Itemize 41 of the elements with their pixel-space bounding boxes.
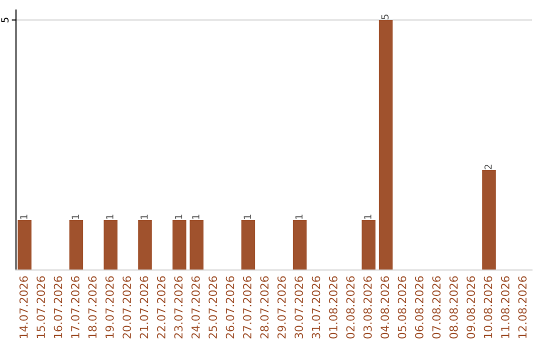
x-tick-label: 22.07.2026: [157, 276, 166, 338]
x-tick-label: 24.07.2026: [191, 276, 200, 338]
x-tick-label: 29.07.2026: [277, 276, 286, 338]
x-tick-label: 04.08.2026: [380, 276, 390, 338]
x-tick-label: 03.08.2026: [363, 276, 372, 338]
x-tick-label: 10.08.2026: [484, 276, 492, 338]
data-label: 1: [295, 214, 302, 219]
data-label: 1: [192, 214, 200, 219]
x-tick-label: 16.07.2026: [54, 276, 62, 338]
x-tick-label: 14.07.2026: [19, 276, 28, 338]
data-label: 1: [72, 214, 79, 219]
x-tick-label: 19.07.2026: [105, 276, 114, 338]
data-label: 2: [484, 164, 492, 170]
data-label: 1: [140, 214, 148, 219]
data-label: 1: [364, 214, 372, 219]
data-label: 1: [106, 214, 114, 219]
x-tick-label: 30.07.2026: [294, 276, 304, 338]
x-tick-label: 15.07.2026: [36, 276, 46, 338]
x-tick-label: 05.08.2026: [398, 276, 406, 338]
data-label: 5: [381, 14, 389, 20]
x-tick-label: 07.08.2026: [432, 276, 441, 338]
x-tick-label: 23.07.2026: [174, 276, 183, 338]
data-label: 1: [174, 214, 182, 219]
data-label: 1: [20, 214, 28, 219]
x-tick-label: 20.07.2026: [122, 276, 132, 338]
x-tick-label: 26.07.2026: [226, 276, 234, 338]
x-tick-label: 11.08.2026: [501, 276, 510, 338]
x-tick-label: 01.08.2026: [329, 276, 338, 338]
data-label: 1: [244, 214, 251, 219]
x-tick-label: 21.07.2026: [140, 276, 148, 338]
x-tick-label: 09.08.2026: [466, 276, 476, 338]
x-tick-label: 27.07.2026: [243, 276, 252, 338]
x-tick-label: 12.08.2026: [518, 276, 527, 338]
x-tick-label: 31.07.2026: [312, 276, 320, 338]
x-tick-label: 02.08.2026: [346, 276, 355, 338]
x-tick-label: 06.08.2026: [415, 276, 424, 338]
x-tick-label: 28.07.2026: [260, 276, 269, 338]
x-tick-label: 25.07.2026: [208, 276, 218, 338]
x-tick-label: 18.07.2026: [88, 276, 97, 338]
x-tick-label: 08.08.2026: [449, 276, 458, 338]
x-tick-label: 17.07.2026: [71, 276, 80, 338]
